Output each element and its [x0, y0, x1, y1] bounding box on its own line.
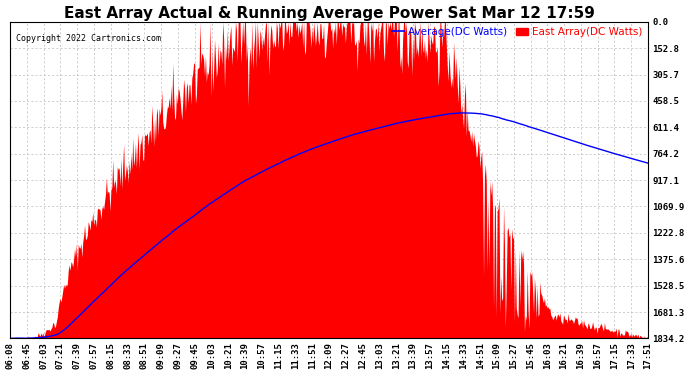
- Legend: Average(DC Watts), East Array(DC Watts): Average(DC Watts), East Array(DC Watts): [392, 27, 643, 37]
- Text: Copyright 2022 Cartronics.com: Copyright 2022 Cartronics.com: [17, 34, 161, 44]
- Title: East Array Actual & Running Average Power Sat Mar 12 17:59: East Array Actual & Running Average Powe…: [63, 6, 595, 21]
